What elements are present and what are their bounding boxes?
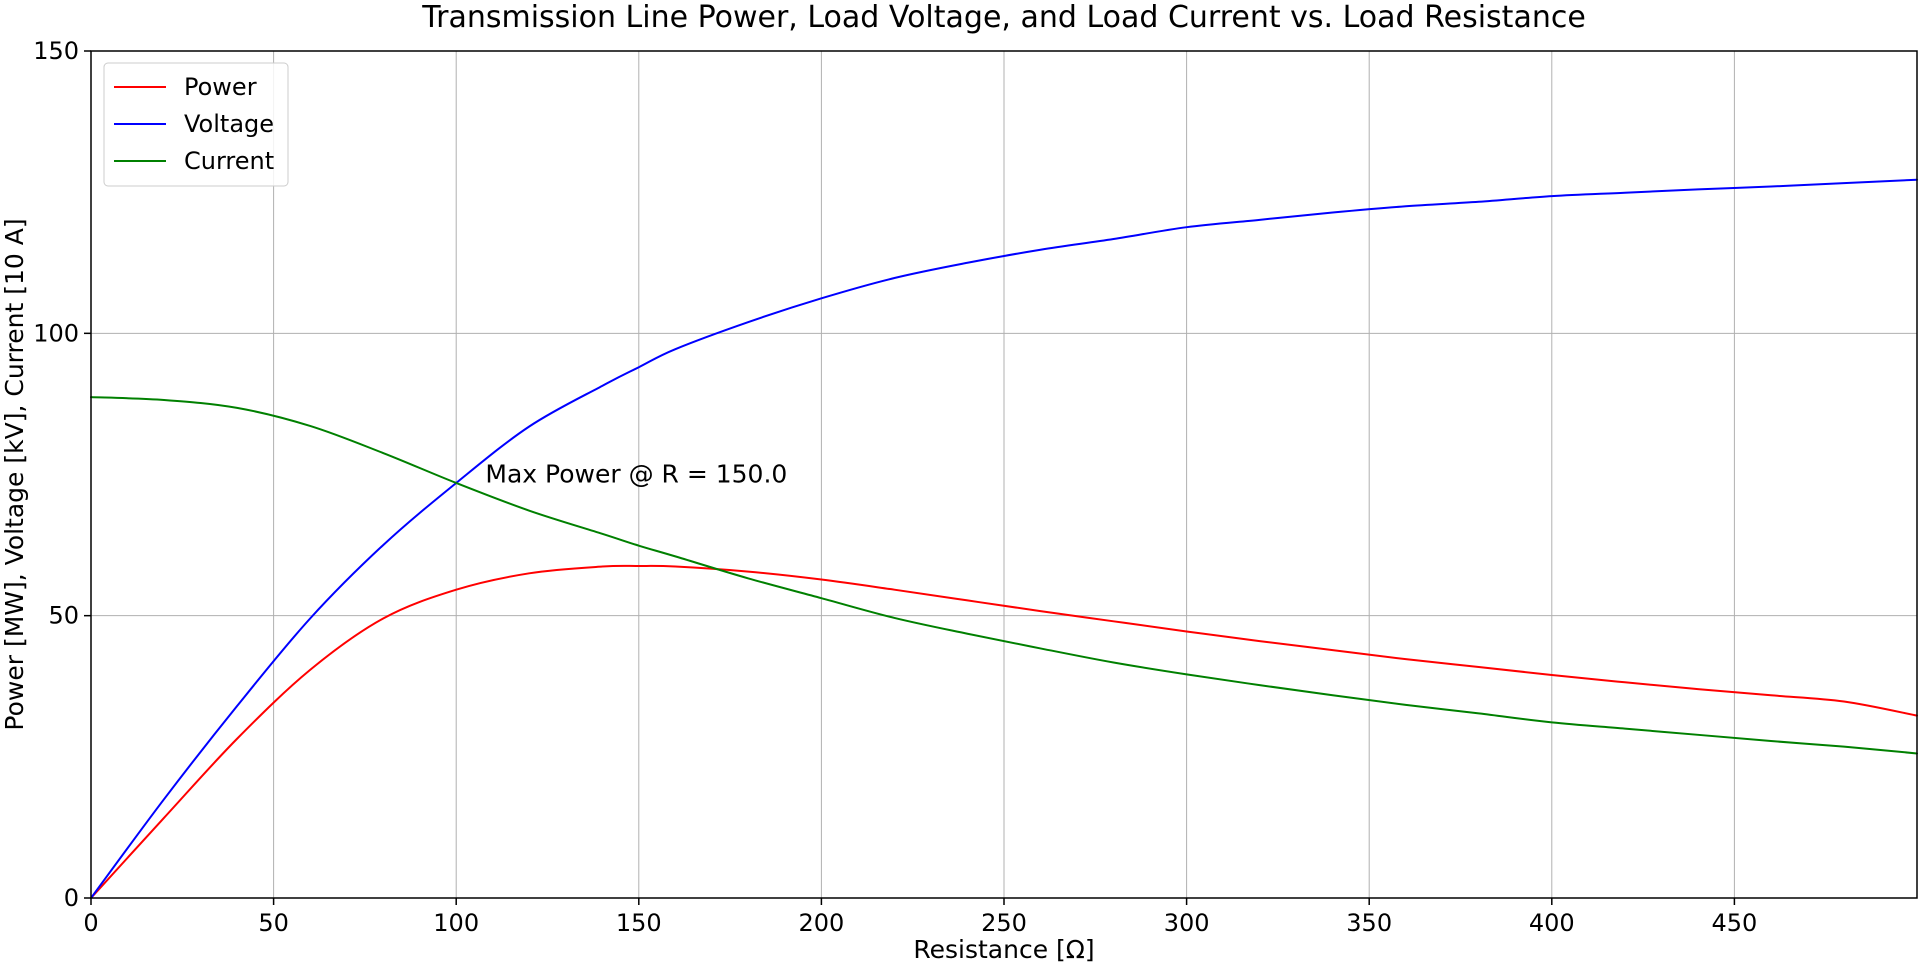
legend-label-current: Current: [184, 147, 274, 175]
y-axis-label: Power [MW], Voltage [kV], Current [10 A]: [0, 218, 29, 730]
x-tick-label: 450: [1711, 909, 1757, 937]
x-tick-label: 250: [981, 909, 1027, 937]
x-tick-label: 400: [1529, 909, 1575, 937]
y-tick-label: 150: [33, 37, 79, 65]
legend-box: [103, 62, 289, 187]
x-tick-label: 50: [258, 909, 289, 937]
annotation-text: Max Power @ R = 150.0: [485, 460, 787, 489]
y-tick-label: 0: [64, 884, 79, 912]
x-tick-label: 150: [616, 909, 662, 937]
series-line-current: [90, 396, 1918, 755]
annotations: Max Power @ R = 150.0: [485, 460, 787, 489]
x-axis-label: Resistance [Ω]: [913, 935, 1094, 964]
x-tick-label: 300: [1164, 909, 1210, 937]
y-tick-label: 100: [33, 319, 79, 347]
legend-label-voltage: Voltage: [184, 110, 274, 138]
y-tick-label: 50: [48, 602, 79, 630]
legend: Power Voltage Current: [103, 62, 289, 187]
series-line-power: [90, 564, 1918, 899]
x-tick-label: 100: [433, 909, 479, 937]
series-line-voltage: [90, 178, 1918, 899]
axis-ticks: 0 50 100 150 200 250 300 350 400 450 0 50 100 150: [33, 37, 1757, 937]
legend-label-power: Power: [184, 73, 257, 101]
x-tick-label: 200: [798, 909, 844, 937]
chart-title: Transmission Line Power, Load Voltage, a…: [421, 0, 1586, 35]
x-tick-label: 350: [1346, 909, 1392, 937]
x-tick-label: 0: [83, 909, 98, 937]
series-lines: [90, 178, 1918, 899]
